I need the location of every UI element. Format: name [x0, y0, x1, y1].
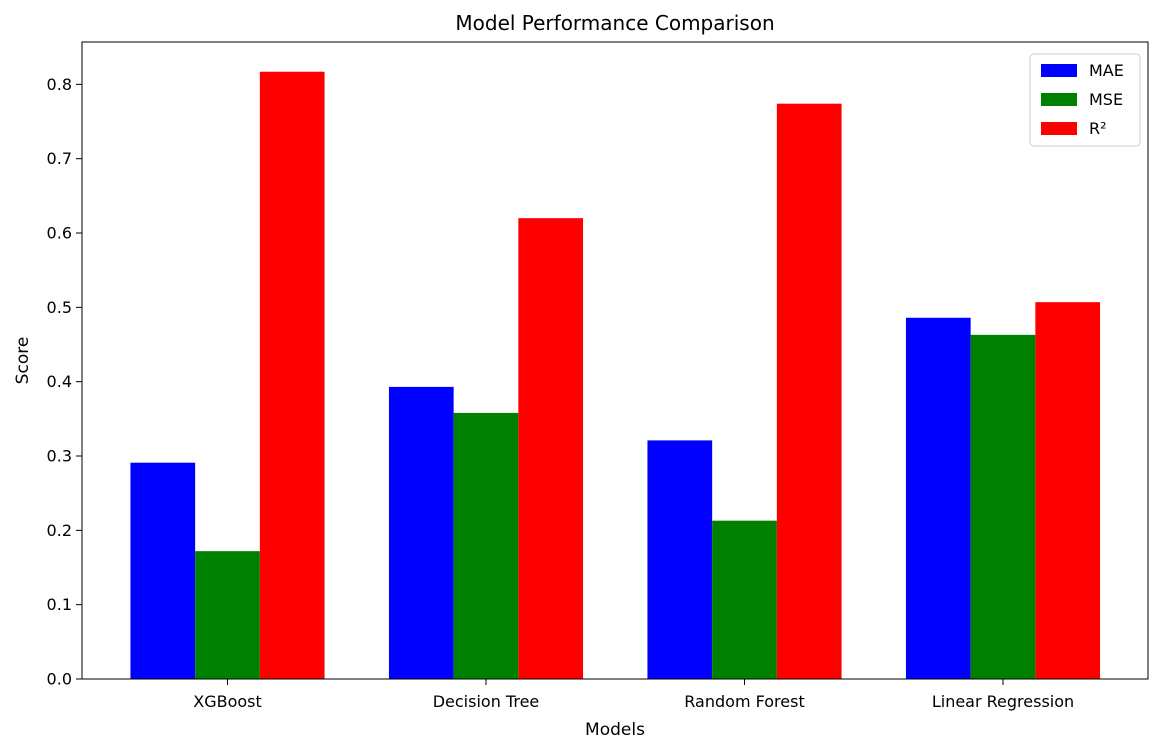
y-tick-label: 0.2 [47, 521, 72, 540]
legend: MAE MSE R² [1029, 53, 1141, 147]
bar-mae-decision-tree [388, 386, 454, 679]
y-tick-label: 0.7 [47, 149, 72, 168]
legend-swatch [1041, 93, 1077, 106]
bar-mse-random-forest [712, 520, 777, 679]
y-tick-label: 0.4 [47, 372, 72, 391]
y-tick-label: 0.1 [47, 595, 72, 614]
bar-mse-xgboost [195, 551, 260, 679]
x-tick-label: Random Forest [684, 692, 804, 711]
bar-mse-decision-tree [453, 412, 519, 679]
plot-area [81, 41, 1149, 680]
bar-r-random-forest [776, 103, 842, 679]
bar-mae-linear-regression [905, 317, 971, 679]
x-tick-label: Linear Regression [932, 692, 1074, 711]
bar-r-decision-tree [518, 218, 584, 680]
legend-swatch [1041, 122, 1077, 135]
x-tick-label: XGBoost [193, 692, 262, 711]
bar-mse-linear-regression [970, 334, 1036, 679]
y-tick-label: 0.0 [47, 670, 72, 689]
y-axis: 0.0 0.1 0.2 0.3 0.4 0.5 0.6 0.7 0.8 [47, 75, 82, 689]
x-axis: XGBoost Decision Tree Random Forest Linear … [193, 679, 1074, 711]
x-tick-label: Decision Tree [433, 692, 540, 711]
y-tick-label: 0.6 [47, 224, 72, 243]
bar-mae-xgboost [130, 462, 196, 679]
legend-label: MSE [1089, 90, 1123, 109]
y-tick-label: 0.3 [47, 447, 72, 466]
x-axis-label: Models [585, 720, 645, 740]
y-tick-label: 0.5 [47, 298, 72, 317]
chart-title: Model Performance Comparison [455, 11, 774, 35]
legend-swatch [1041, 64, 1077, 77]
legend-label: R² [1089, 119, 1107, 138]
y-axis-label: Score [13, 337, 33, 385]
y-tick-label: 0.8 [47, 75, 72, 94]
bar-mae-random-forest [647, 440, 713, 679]
legend-label: MAE [1089, 61, 1124, 80]
bar-r-linear-regression [1035, 302, 1101, 679]
bars-group [130, 71, 1101, 680]
bar-r-xgboost [259, 71, 325, 679]
